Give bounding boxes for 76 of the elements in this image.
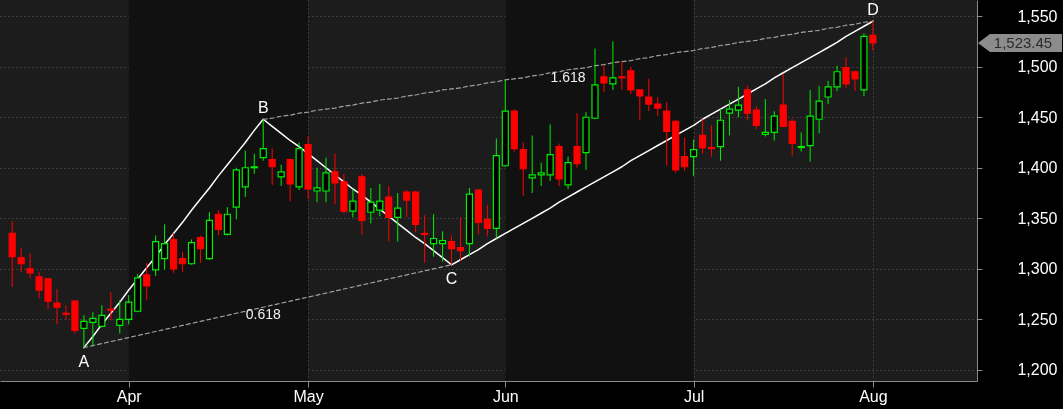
- candlestick: [161, 223, 169, 271]
- candlestick: [770, 110, 778, 141]
- candlestick: [483, 204, 491, 237]
- candlestick: [367, 187, 375, 224]
- candlestick: [376, 183, 384, 217]
- price-tag: 1,523.45: [978, 34, 1062, 52]
- candlestick: [779, 73, 787, 128]
- y-tick-label: 1,400: [1017, 159, 1058, 177]
- candlestick: [268, 148, 276, 186]
- candlestick: [690, 138, 698, 177]
- candlestick: [681, 136, 689, 172]
- x-tick-label: Jun: [492, 387, 519, 405]
- candlestick: [125, 294, 133, 325]
- candlestick: [573, 112, 581, 169]
- candlestick: [241, 150, 249, 198]
- y-tick-label: 1,500: [1017, 58, 1058, 76]
- y-tick-label: 1,350: [1017, 209, 1058, 227]
- series-label: 1.618: [550, 68, 586, 85]
- candlestick: [761, 98, 769, 137]
- candlestick: [636, 89, 644, 121]
- candlestick: [8, 220, 16, 288]
- candlestick: [421, 214, 429, 264]
- candlestick: [743, 85, 751, 121]
- candlestick: [223, 206, 231, 236]
- data-label: D: [867, 1, 879, 19]
- line-series: [83, 20, 874, 349]
- data-label: B: [257, 99, 269, 117]
- candlestick: [456, 216, 465, 262]
- candlestick: [26, 253, 34, 279]
- y-tick-label: 1,450: [1017, 108, 1058, 126]
- data-label: A: [78, 352, 90, 370]
- candlestick: [429, 213, 438, 258]
- candlestick: [654, 96, 662, 117]
- candlestick: [564, 156, 572, 190]
- candlestick: [438, 230, 447, 263]
- y-tick-label: 1,200: [1017, 361, 1058, 379]
- candlestick: [250, 153, 258, 175]
- x-tick-label: May: [293, 387, 324, 405]
- candlestick: [663, 101, 671, 167]
- candlestick: [519, 142, 527, 197]
- candlestick: [196, 234, 205, 264]
- candlestick: [349, 188, 357, 218]
- candlestick: [394, 192, 402, 243]
- candlestick: [698, 118, 707, 155]
- candlestick: [600, 65, 608, 93]
- candlestick: [214, 209, 222, 236]
- candlestick: [259, 118, 267, 162]
- candlestick: [187, 239, 196, 266]
- candlestick: [107, 291, 115, 321]
- candlestick: [707, 124, 716, 158]
- x-tick-label: Jul: [683, 387, 705, 405]
- candlestick: [725, 99, 734, 136]
- candlestick: [869, 20, 877, 52]
- candlestick: [645, 78, 653, 112]
- candlestick: [178, 251, 187, 273]
- x-tick-label: Aug: [859, 387, 888, 405]
- y-tick-label: 1,250: [1017, 310, 1058, 328]
- candlestick: [797, 131, 805, 153]
- candlestick: [17, 247, 25, 273]
- y-tick-label: 1,300: [1017, 260, 1058, 278]
- candlestick: [277, 164, 285, 187]
- candlestick: [447, 234, 456, 266]
- candlestick: [528, 134, 536, 194]
- y-tick-label: 1,550: [1017, 7, 1058, 25]
- series-label: 0.618: [245, 306, 281, 323]
- candlestick: [788, 118, 796, 157]
- data-label: C: [445, 269, 458, 287]
- candlestick: [403, 189, 411, 218]
- candlestick: [752, 105, 760, 130]
- x-tick-label: Apr: [116, 387, 143, 405]
- candlestick: [734, 86, 743, 118]
- candlestick: [116, 299, 124, 334]
- candlestick: [53, 288, 61, 325]
- candlestick: [609, 40, 617, 91]
- candlestick: [143, 262, 151, 301]
- candlestick: [385, 185, 393, 243]
